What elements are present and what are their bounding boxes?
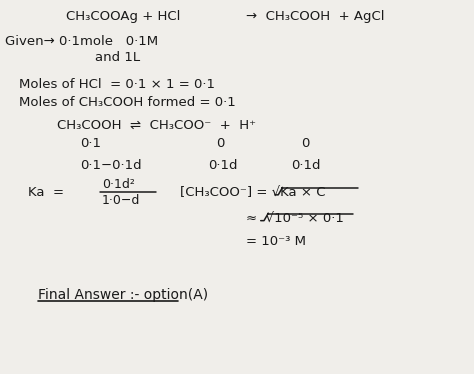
Text: 0·1d: 0·1d (209, 159, 238, 172)
Text: 0·1: 0·1 (81, 138, 101, 150)
Text: Moles of HCl  = 0·1 × 1 = 0·1: Moles of HCl = 0·1 × 1 = 0·1 (19, 78, 215, 91)
Text: Moles of CH₃COOH formed = 0·1: Moles of CH₃COOH formed = 0·1 (19, 96, 236, 109)
Text: CH₃COOAg + HCl: CH₃COOAg + HCl (66, 10, 181, 23)
Text: CH₃COOH  ⇌  CH₃COO⁻  +  H⁺: CH₃COOH ⇌ CH₃COO⁻ + H⁺ (57, 119, 256, 132)
Text: →  CH₃COOH  + AgCl: → CH₃COOH + AgCl (246, 10, 385, 23)
Text: ≈  √10⁻⁵ × 0·1: ≈ √10⁻⁵ × 0·1 (246, 212, 344, 225)
Text: [CH₃COO⁻] = √Ka × C: [CH₃COO⁻] = √Ka × C (180, 186, 326, 199)
Text: Final Answer :- option(A): Final Answer :- option(A) (38, 288, 208, 303)
Text: 1·0−d: 1·0−d (102, 194, 140, 207)
Text: 0: 0 (216, 138, 224, 150)
Text: and 1L: and 1L (95, 52, 140, 64)
Text: 0·1−0·1d: 0·1−0·1d (81, 159, 142, 172)
Text: Ka  =: Ka = (28, 186, 64, 199)
Text: 0: 0 (301, 138, 310, 150)
Text: Given→ 0·1mole   0·1M: Given→ 0·1mole 0·1M (5, 35, 158, 47)
Text: = 10⁻³ M: = 10⁻³ M (246, 235, 307, 248)
Text: 0·1d: 0·1d (292, 159, 321, 172)
Text: 0·1d²: 0·1d² (102, 178, 135, 190)
